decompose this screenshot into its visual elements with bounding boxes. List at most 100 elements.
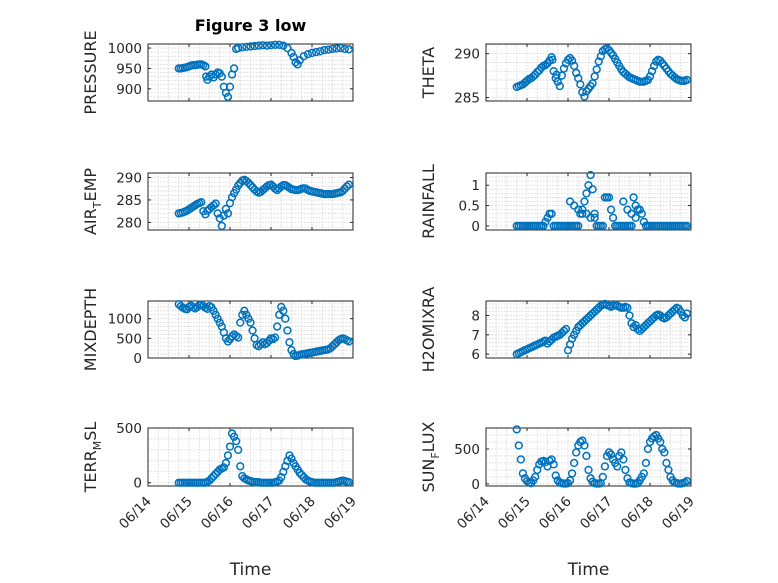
data-point xyxy=(332,44,341,53)
data-point xyxy=(291,58,300,67)
x-tick-label: 06/16 xyxy=(198,494,237,533)
data-point xyxy=(248,326,257,335)
y-tick-label: 285 xyxy=(116,193,142,209)
x-tick-label: 06/16 xyxy=(536,494,575,533)
data-point xyxy=(572,68,581,78)
y-tick-label: 500 xyxy=(116,421,142,437)
data-point xyxy=(246,42,255,51)
data-point xyxy=(279,41,288,50)
y-axis-label-sub: T xyxy=(91,201,104,209)
data-point xyxy=(232,436,241,446)
subplot-3: 280 285 290 AIRTEMP xyxy=(81,168,354,235)
data-point xyxy=(287,345,296,355)
data-point xyxy=(570,61,579,71)
grid xyxy=(147,427,354,486)
data-point xyxy=(682,221,692,231)
y-tick-label: 6 xyxy=(471,347,480,363)
data-point xyxy=(561,324,571,334)
data-point xyxy=(613,462,622,471)
data-point xyxy=(547,455,556,464)
data-point xyxy=(234,43,243,53)
data-point xyxy=(548,55,557,64)
data-point xyxy=(514,441,523,450)
y-tick-label: 8 xyxy=(471,308,480,324)
axes-border xyxy=(485,300,692,359)
data-point xyxy=(242,42,251,51)
data-point xyxy=(227,193,237,202)
x-tick-label: 06/19 xyxy=(321,494,360,533)
data-point xyxy=(225,82,235,91)
data-point xyxy=(516,455,525,464)
data-point xyxy=(236,318,245,327)
data-point xyxy=(221,204,231,214)
data-point xyxy=(553,77,562,86)
data-point xyxy=(641,458,651,468)
data-point xyxy=(221,458,231,468)
data-point xyxy=(623,474,632,483)
y-tick-label: 900 xyxy=(116,82,142,98)
x-tick-label: 06/14 xyxy=(116,494,155,533)
data-point xyxy=(207,474,216,483)
data-point xyxy=(270,333,280,342)
data-point xyxy=(660,448,669,457)
data-point xyxy=(547,209,556,218)
data-point xyxy=(678,311,687,320)
data-point xyxy=(559,326,569,336)
data-point xyxy=(217,72,226,81)
data-series xyxy=(512,44,692,101)
data-point xyxy=(639,469,648,478)
data-point xyxy=(258,41,267,50)
y-tick-label: 7 xyxy=(471,328,480,344)
data-point xyxy=(559,64,569,73)
y-tick-label: 1000 xyxy=(108,41,142,57)
data-series xyxy=(174,429,354,487)
data-point xyxy=(598,472,607,482)
data-point xyxy=(281,314,290,323)
data-point xyxy=(238,43,247,52)
data-point xyxy=(211,199,220,208)
data-point xyxy=(539,221,548,231)
x-tick-label: 06/14 xyxy=(454,494,493,533)
data-point xyxy=(324,45,333,54)
data-point xyxy=(238,310,247,319)
y-axis-label: THETA xyxy=(419,47,438,99)
data-point xyxy=(342,182,352,191)
data-point xyxy=(328,44,337,54)
subplot-4: 0 0.5 1 RAINFALL xyxy=(419,164,692,239)
x-tick-label: 06/18 xyxy=(618,494,657,533)
y-tick-label: 1000 xyxy=(108,312,142,328)
data-point xyxy=(316,47,325,56)
data-point xyxy=(246,318,255,327)
data-point xyxy=(219,463,229,472)
data-point xyxy=(277,302,286,312)
data-point xyxy=(285,338,294,347)
data-point xyxy=(580,441,589,450)
data-point xyxy=(295,468,304,478)
data-point xyxy=(590,213,599,222)
data-point xyxy=(600,462,610,471)
data-point xyxy=(555,81,564,91)
data-point xyxy=(518,469,528,478)
data-point xyxy=(270,40,280,49)
y-axis-label-rest: LUX xyxy=(419,421,438,452)
y-tick-label: 0 xyxy=(133,351,142,367)
data-point xyxy=(262,41,272,50)
axes-border xyxy=(147,172,354,231)
data-point xyxy=(215,318,224,327)
data-point xyxy=(649,61,659,71)
data-point xyxy=(625,311,634,320)
x-tick-label: 06/19 xyxy=(659,494,698,533)
data-point xyxy=(293,60,302,69)
data-point xyxy=(580,197,589,206)
data-point xyxy=(619,455,628,464)
data-point xyxy=(268,334,278,344)
data-point xyxy=(273,322,282,331)
y-axis-label: PRESSURE xyxy=(81,30,100,114)
data-series xyxy=(174,40,354,102)
data-point xyxy=(635,205,644,214)
x-tick-label: 06/15 xyxy=(495,494,534,533)
data-point xyxy=(512,425,521,434)
data-point xyxy=(221,88,231,98)
data-point xyxy=(608,213,618,222)
data-point xyxy=(604,448,614,457)
